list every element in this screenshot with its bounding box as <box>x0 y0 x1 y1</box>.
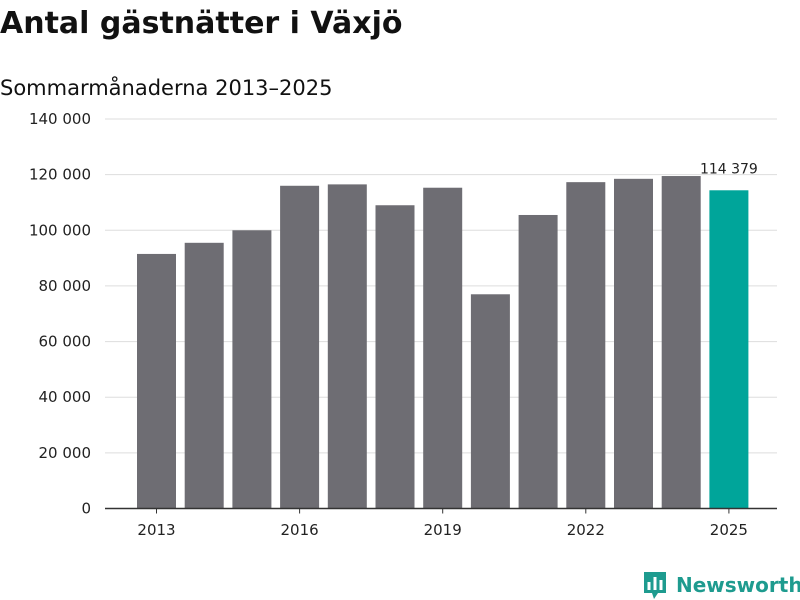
chart-subtitle: Sommarmånaderna 2013–2025 <box>0 76 333 100</box>
bar <box>280 185 320 509</box>
y-tick-label: 0 <box>81 500 91 518</box>
bar <box>470 294 510 509</box>
x-tick-label: 2013 <box>137 521 175 539</box>
bar <box>518 214 558 509</box>
bar <box>375 205 415 509</box>
bar <box>614 178 653 509</box>
y-tick-label: 120 000 <box>29 166 91 184</box>
x-tick-label: 2022 <box>567 521 605 539</box>
x-tick-label: 2016 <box>281 521 319 539</box>
y-tick-label: 20 000 <box>39 444 92 462</box>
bar <box>327 184 367 509</box>
bar <box>137 253 176 509</box>
chart-title: Antal gästnätter i Växjö <box>0 6 403 41</box>
y-tick-label: 140 000 <box>29 110 91 128</box>
bar <box>709 190 749 509</box>
y-tick-label: 80 000 <box>39 277 92 295</box>
x-tick-label: 2019 <box>424 521 462 539</box>
y-tick-label: 60 000 <box>39 333 92 351</box>
bar <box>184 242 224 509</box>
brand-name: Newsworthy <box>676 573 800 597</box>
bar <box>566 182 606 509</box>
y-tick-label: 100 000 <box>29 221 91 239</box>
brand: Newsworthy <box>643 570 800 600</box>
y-tick-label: 40 000 <box>39 388 92 406</box>
bar <box>423 187 463 509</box>
newsworthy-logo-icon <box>644 572 666 599</box>
x-tick-label: 2025 <box>710 521 748 539</box>
data-label: 114 379 <box>700 161 758 177</box>
bar <box>232 230 272 509</box>
bar <box>661 176 701 509</box>
